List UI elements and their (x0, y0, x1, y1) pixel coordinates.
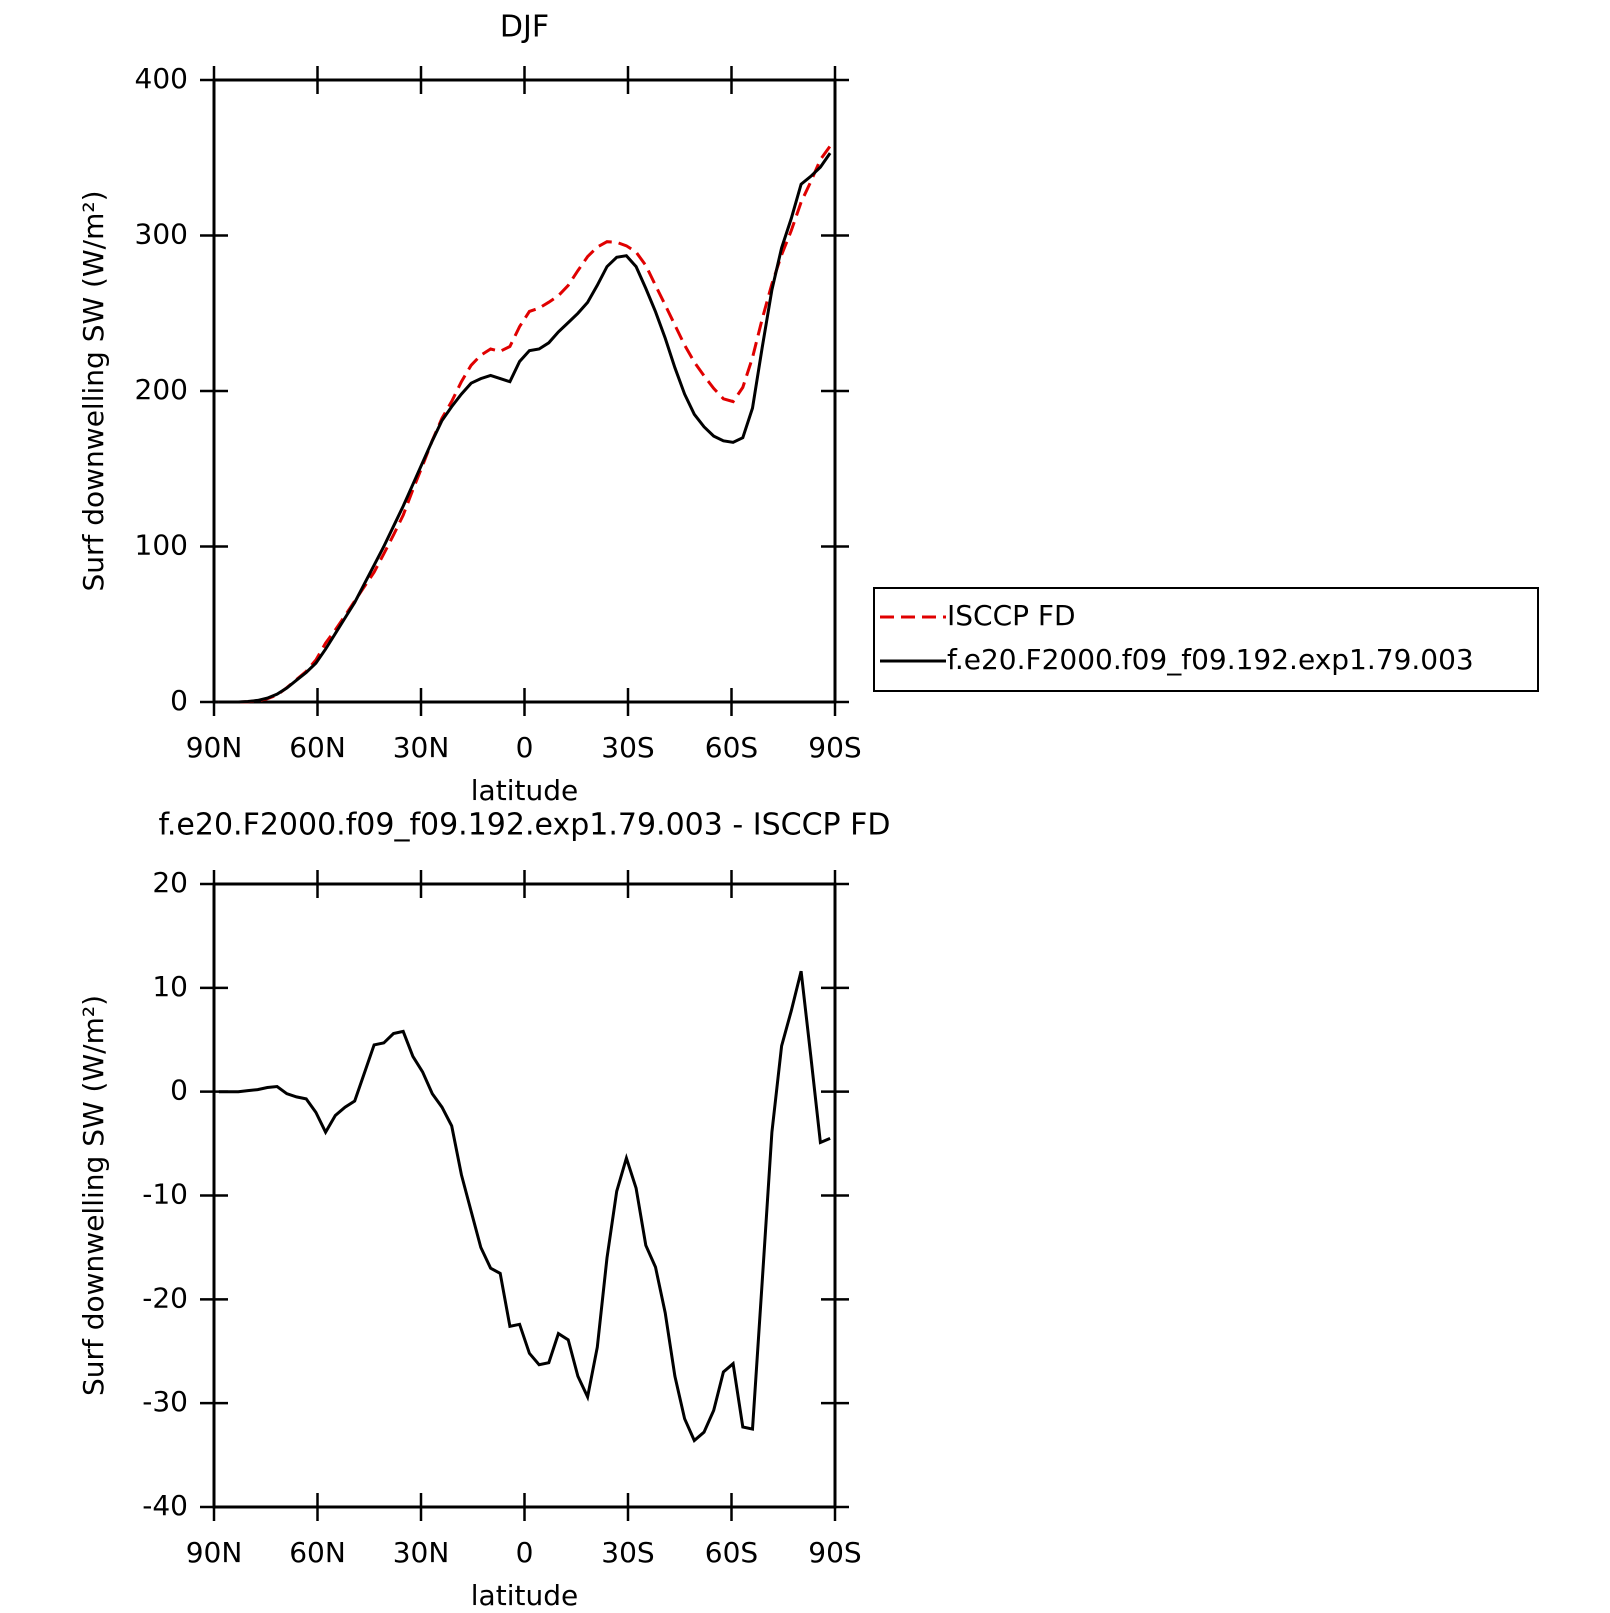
y-tick-label: 0 (170, 684, 188, 717)
x-tick-label: 90S (808, 731, 861, 764)
data-line (218, 152, 832, 704)
y-tick-label: 0 (170, 1074, 188, 1107)
chart-title: f.e20.F2000.f09_f09.192.exp1.79.003 - IS… (158, 808, 890, 843)
y-tick-label: 10 (152, 970, 188, 1003)
x-tick-label: 0 (516, 731, 534, 764)
y-axis-label: Surf downwelling SW (W/m²) (77, 995, 110, 1396)
x-tick-label: 0 (516, 1536, 534, 1569)
x-axis-label: latitude (471, 1579, 578, 1612)
x-tick-label: 30N (393, 1536, 450, 1569)
x-tick-label: 90N (186, 1536, 243, 1569)
y-tick-label: -40 (142, 1489, 188, 1522)
y-axis-label: Surf downwelling SW (W/m²) (77, 190, 110, 591)
legend-box (873, 587, 1539, 692)
x-tick-label: 60N (289, 1536, 346, 1569)
data-line (218, 145, 832, 704)
chart-title: DJF (500, 10, 549, 45)
x-tick-label: 60S (705, 1536, 758, 1569)
y-tick-label: -10 (142, 1178, 188, 1211)
legend-label: f.e20.F2000.f09_f09.192.exp1.79.003 (947, 643, 1474, 676)
data-line (218, 970, 831, 1443)
y-tick-label: -30 (142, 1385, 188, 1418)
x-tick-label: 30N (393, 731, 450, 764)
y-tick-label: 300 (135, 218, 188, 251)
y-tick-label: 100 (135, 529, 188, 562)
legend-label: ISCCP FD (947, 599, 1076, 632)
x-tick-label: 60N (289, 731, 346, 764)
x-tick-label: 30S (601, 731, 654, 764)
y-tick-label: -20 (142, 1281, 188, 1314)
x-tick-label: 30S (601, 1536, 654, 1569)
y-tick-label: 20 (152, 866, 188, 899)
x-tick-label: 90S (808, 1536, 861, 1569)
y-tick-label: 200 (135, 373, 188, 406)
x-tick-label: 90N (186, 731, 243, 764)
y-tick-label: 400 (135, 62, 188, 95)
x-axis-label: latitude (471, 774, 578, 807)
x-tick-label: 60S (705, 731, 758, 764)
